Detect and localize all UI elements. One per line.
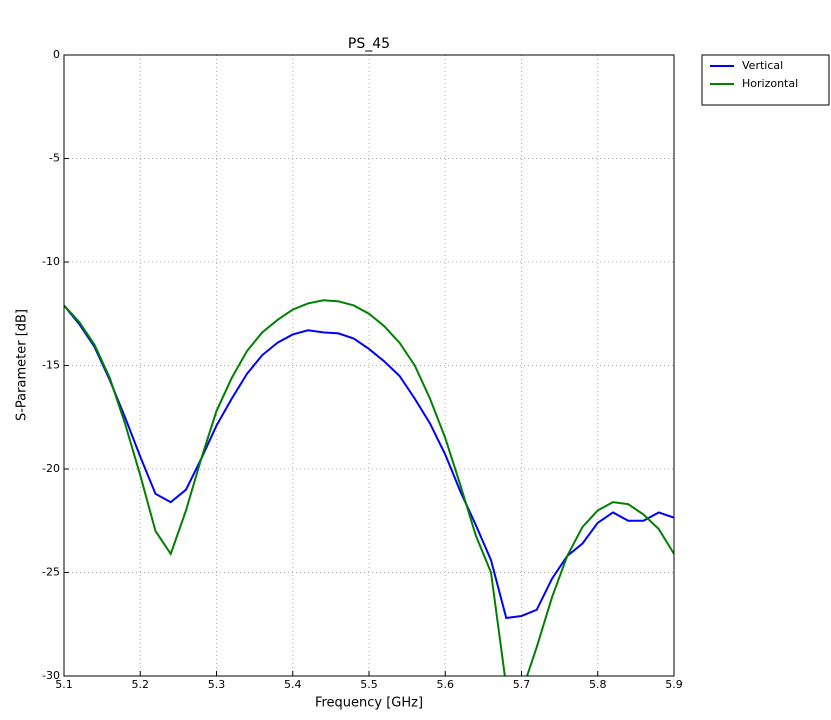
x-tick-label: 5.8	[589, 678, 607, 691]
plot-lines	[64, 299, 674, 676]
y-tick-label: -10	[42, 255, 60, 268]
plot-frame	[63, 54, 675, 677]
x-tick-label: 5.4	[284, 678, 302, 691]
y-tick-label: -15	[42, 359, 60, 372]
x-tick-label: 5.5	[360, 678, 378, 691]
y-tick-label: 0	[53, 48, 60, 61]
y-tick-label: -20	[42, 462, 60, 475]
legend-box	[701, 54, 830, 106]
y-tick-label: -30	[42, 669, 60, 682]
x-axis-label: Frequency [GHz]	[315, 696, 423, 711]
y-axis-label: S-Parameter [dB]	[15, 309, 30, 421]
x-tick-label: 5.3	[208, 678, 226, 691]
series-line	[64, 304, 674, 620]
legend-label: Horizontal	[742, 77, 798, 90]
x-tick-label: 5.7	[513, 678, 531, 691]
legend-label: Vertical	[742, 59, 783, 72]
x-tick-label: 5.2	[132, 678, 150, 691]
x-tick-label: 5.6	[437, 678, 455, 691]
chart-title: PS_45	[348, 36, 390, 52]
series-line	[64, 299, 674, 676]
y-tick-label: -25	[42, 566, 60, 579]
x-tick-label: 5.1	[55, 678, 73, 691]
x-tick-label: 5.9	[665, 678, 683, 691]
y-tick-label: -5	[49, 152, 60, 165]
